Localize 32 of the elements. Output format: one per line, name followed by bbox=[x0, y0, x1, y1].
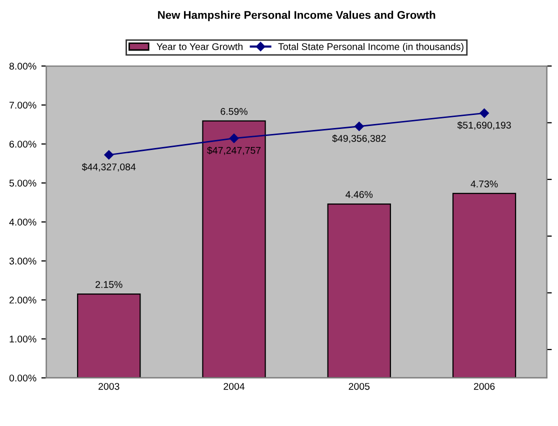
data-label: $47,247,757 bbox=[207, 146, 261, 155]
x-tick-label: 2005 bbox=[348, 382, 370, 390]
bar bbox=[77, 294, 141, 378]
data-label: $49,356,382 bbox=[332, 134, 386, 143]
bar bbox=[202, 120, 266, 378]
y-tick-label: 1.00% bbox=[10, 336, 36, 342]
legend-label: Year to Year Growth bbox=[156, 42, 242, 50]
data-label: 4.73% bbox=[470, 180, 498, 188]
y-tick-label: 8.00% bbox=[9, 62, 36, 70]
point bbox=[104, 150, 114, 160]
y-tick-label: 2.00% bbox=[10, 296, 36, 304]
data-label: 6.59% bbox=[220, 108, 248, 115]
y-tick-label: 7.00% bbox=[10, 102, 36, 109]
data-label: $44,327,084 bbox=[82, 163, 136, 172]
y-tick-label: 0.00% bbox=[9, 374, 36, 382]
legend-label: Total State Personal Income (in thousands) bbox=[278, 42, 464, 52]
point bbox=[354, 122, 364, 131]
x-tick-label: 2006 bbox=[474, 382, 495, 390]
data-label: $51,690,193 bbox=[457, 121, 511, 130]
data-label: 4.46% bbox=[346, 191, 373, 198]
bar bbox=[452, 192, 516, 378]
y-tick-label: 5.00% bbox=[9, 180, 36, 187]
point bbox=[480, 108, 489, 118]
data-label: 2.15% bbox=[96, 281, 122, 288]
x-tick-label: 2004 bbox=[224, 382, 245, 390]
y-tick-label: 4.00% bbox=[9, 218, 36, 226]
chart-title: New Hampshire Personal Income Values and Growth bbox=[158, 10, 436, 22]
y-tick-label: 6.00% bbox=[10, 140, 36, 148]
y-tick-label: 3.00% bbox=[9, 258, 36, 265]
x-tick-label: 2003 bbox=[98, 382, 120, 390]
bar bbox=[327, 203, 391, 378]
point bbox=[229, 134, 239, 143]
